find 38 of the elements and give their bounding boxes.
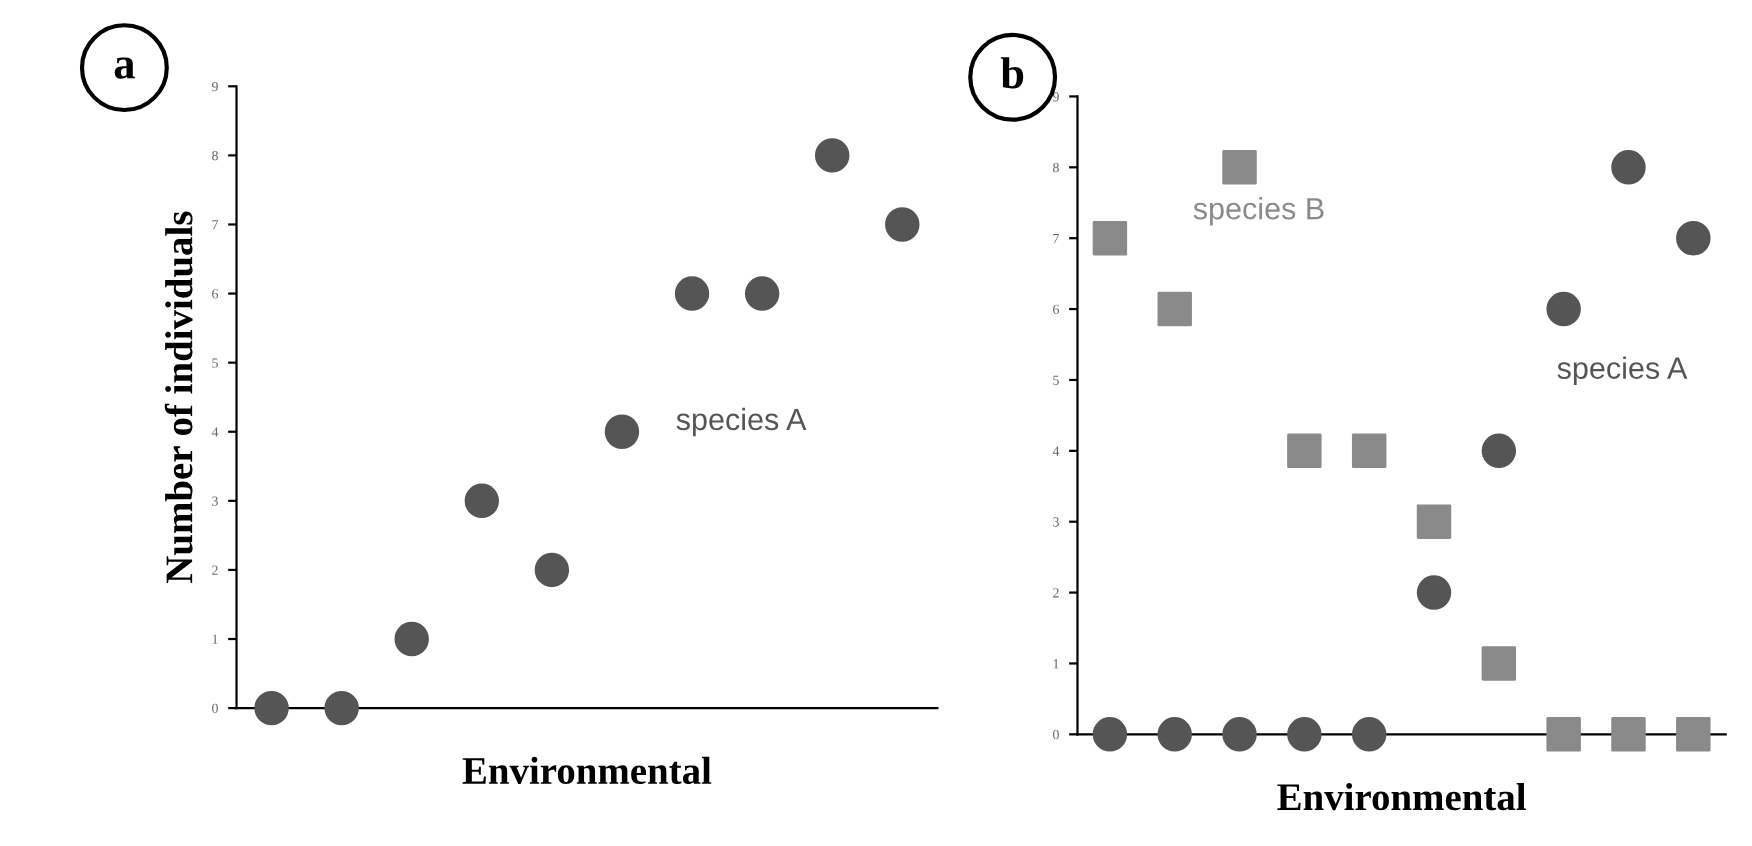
point [1222, 717, 1257, 752]
point [534, 552, 570, 588]
point [1287, 433, 1322, 469]
point [1351, 717, 1387, 752]
point [1676, 717, 1711, 752]
series-label: species A [676, 407, 807, 437]
point [254, 690, 289, 726]
point [674, 276, 710, 311]
point [394, 621, 429, 657]
point [744, 276, 780, 311]
point [1611, 150, 1646, 185]
point [1546, 291, 1581, 327]
series-label: species A [1557, 356, 1688, 385]
point [1481, 646, 1517, 681]
point [885, 207, 920, 242]
point [1416, 575, 1452, 610]
point [1157, 717, 1192, 752]
chart-title: b [1000, 57, 1024, 89]
point [1611, 717, 1646, 752]
point [604, 414, 640, 449]
point [1157, 291, 1192, 327]
x-axis-title: Environmental [462, 756, 712, 785]
point [1287, 717, 1322, 752]
point [1481, 433, 1517, 469]
y-axis-title: Number of individuals [164, 211, 193, 584]
point [814, 138, 850, 173]
point [1222, 150, 1257, 185]
point [1676, 220, 1711, 256]
x-axis-title: Environmental [1277, 782, 1526, 811]
point [464, 483, 500, 519]
point [1351, 433, 1387, 469]
point [1546, 717, 1581, 752]
point [1416, 504, 1452, 539]
point [1092, 220, 1128, 256]
series-label: species B [1193, 197, 1324, 226]
point [324, 690, 359, 726]
chart-title: a [114, 57, 135, 79]
point [1092, 717, 1128, 752]
